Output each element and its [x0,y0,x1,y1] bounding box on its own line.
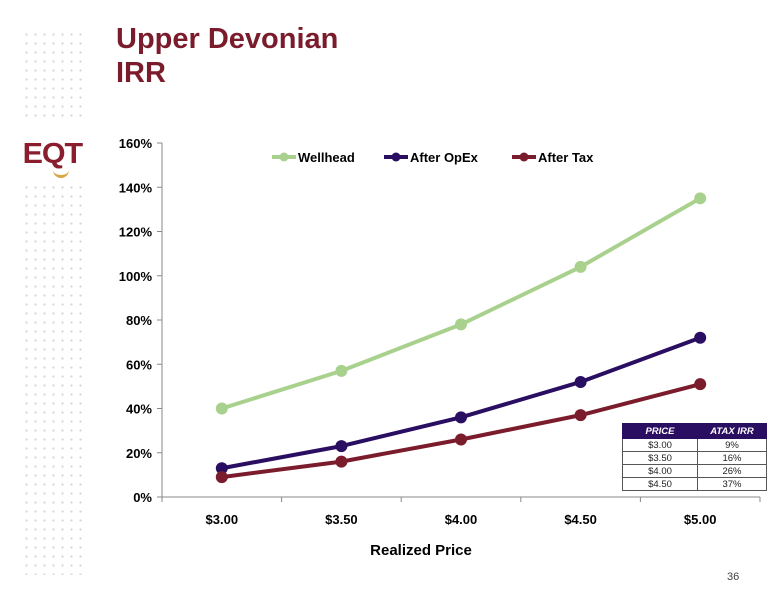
table-row: $4.00 26% [622,464,767,478]
data-point [455,433,467,446]
eqt-logo: EQT [22,138,83,170]
y-tick-label: 140% [119,180,153,195]
data-point [574,375,587,388]
legend-label: After OpEx [410,150,479,165]
atax-irr-table: PRICE ATAX IRR $3.00 9% $3.50 16% $4.00 … [622,423,767,491]
table-row: $3.50 16% [622,451,767,465]
table-cell-irr: 9% [697,438,767,452]
data-point [335,455,348,468]
x-tick-label: $4.50 [564,512,597,527]
legend-label: After Tax [538,150,594,165]
data-point [455,318,467,331]
title-line-1: Upper Devonian [116,23,339,55]
data-point [574,260,587,273]
logo-backdrop [22,118,82,180]
data-point [694,331,707,344]
data-point [215,471,228,484]
table-header-price: PRICE [622,423,698,439]
data-point [574,409,587,422]
y-tick-label: 120% [119,225,153,240]
table-row: $4.50 37% [622,477,767,491]
legend-label: Wellhead [298,150,355,165]
table-row: $3.00 9% [622,438,767,452]
table-cell-price: $3.00 [622,438,698,452]
data-point [335,364,348,377]
y-tick-label: 100% [119,269,153,284]
x-axis-label: Realized Price [370,542,472,559]
logo-swoosh-icon [53,169,69,178]
legend-swatch-marker [519,152,529,162]
legend-swatch-marker [391,152,401,162]
page-number: 36 [727,571,740,583]
title-line-2: IRR [116,57,166,89]
series-line-wellhead [221,196,702,411]
table-header-row: PRICE ATAX IRR [622,423,767,439]
legend-swatch-marker [279,152,289,162]
table-cell-price: $3.50 [622,451,698,465]
data-point [215,462,228,475]
table-cell-irr: 16% [697,451,767,465]
x-tick-label: $3.50 [325,512,358,527]
page-title: Upper Devonian IRR [116,22,338,90]
y-tick-label: 60% [126,357,152,372]
table-cell-irr: 37% [697,477,767,491]
x-tick-label: $5.00 [684,512,717,527]
data-point [455,411,467,424]
data-point [694,378,707,391]
y-tick-label: 160% [119,136,153,151]
table-header-atax-irr: ATAX IRR [697,423,767,439]
table-cell-irr: 26% [697,464,767,478]
y-tick-label: 40% [126,402,152,417]
x-tick-label: $3.00 [206,512,239,527]
x-tick-label: $4.00 [445,512,478,527]
data-point [215,402,228,415]
y-tick-label: 80% [126,313,152,328]
table-cell-price: $4.00 [622,464,698,478]
y-tick-label: 0% [133,490,152,505]
data-point [335,440,348,453]
data-point [694,192,707,205]
table-cell-price: $4.50 [622,477,698,491]
y-tick-label: 20% [126,446,152,461]
